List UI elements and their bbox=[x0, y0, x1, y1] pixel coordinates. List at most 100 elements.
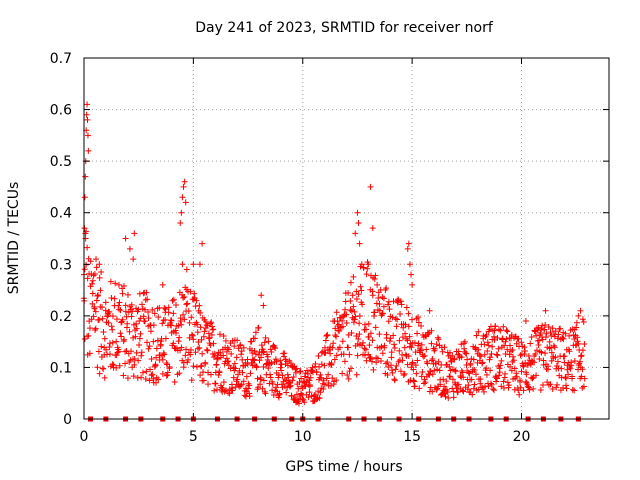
data-point bbox=[143, 368, 150, 375]
data-point bbox=[194, 329, 201, 336]
data-point bbox=[560, 384, 567, 391]
data-point bbox=[137, 330, 144, 337]
data-point bbox=[508, 331, 515, 338]
data-point bbox=[409, 359, 416, 366]
data-point bbox=[161, 305, 168, 312]
data-point bbox=[333, 352, 340, 359]
data-point bbox=[392, 366, 399, 373]
data-point bbox=[278, 367, 285, 374]
data-point bbox=[435, 336, 442, 343]
data-point bbox=[460, 388, 467, 395]
data-point bbox=[379, 310, 386, 317]
data-point bbox=[369, 337, 376, 344]
data-point bbox=[91, 271, 98, 278]
data-point bbox=[575, 340, 582, 347]
data-point bbox=[551, 344, 558, 351]
data-point bbox=[307, 374, 314, 381]
data-point bbox=[475, 386, 482, 393]
data-point bbox=[301, 399, 308, 406]
data-point bbox=[550, 342, 557, 349]
data-point bbox=[452, 368, 459, 375]
data-point bbox=[273, 358, 280, 365]
data-point bbox=[217, 349, 224, 356]
data-point bbox=[437, 381, 444, 388]
data-point bbox=[510, 357, 517, 364]
data-point bbox=[388, 354, 395, 361]
data-point bbox=[371, 276, 378, 282]
data-point bbox=[458, 354, 465, 361]
data-point-peak bbox=[116, 281, 122, 288]
data-point bbox=[192, 349, 199, 356]
grid-lines bbox=[84, 58, 609, 419]
data-point bbox=[418, 347, 425, 354]
data-point bbox=[256, 357, 263, 364]
data-point bbox=[113, 352, 120, 359]
data-point bbox=[96, 316, 103, 323]
data-point bbox=[137, 315, 144, 322]
data-point bbox=[154, 337, 161, 344]
data-point bbox=[378, 343, 385, 350]
data-point bbox=[421, 380, 428, 387]
data-point bbox=[110, 362, 117, 369]
data-point bbox=[396, 337, 403, 344]
data-point bbox=[356, 313, 363, 320]
data-point bbox=[366, 342, 373, 349]
data-point bbox=[535, 324, 542, 331]
data-point bbox=[323, 375, 330, 382]
data-point bbox=[327, 350, 334, 357]
data-point bbox=[248, 338, 255, 345]
data-point bbox=[210, 340, 217, 347]
data-point bbox=[127, 357, 134, 364]
data-point-peak bbox=[159, 281, 166, 288]
data-point bbox=[239, 356, 246, 363]
data-point bbox=[240, 344, 247, 351]
data-point-peak bbox=[369, 225, 376, 232]
data-point bbox=[540, 357, 547, 364]
data-point bbox=[515, 335, 522, 342]
data-point bbox=[352, 313, 359, 320]
tick-labels: 0 5 10 15 20 0 0.1 0.2 0.3 0.4 0.5 0.6 0.7 bbox=[50, 51, 531, 445]
data-point bbox=[552, 328, 559, 335]
data-point bbox=[374, 355, 381, 362]
data-point bbox=[336, 344, 343, 351]
data-point bbox=[253, 364, 260, 371]
data-point-peak bbox=[367, 183, 374, 190]
data-point bbox=[511, 365, 518, 372]
data-point bbox=[428, 327, 435, 334]
data-point bbox=[94, 364, 101, 371]
data-point bbox=[441, 390, 448, 397]
data-point bbox=[119, 290, 126, 297]
data-point bbox=[506, 351, 513, 358]
data-point bbox=[322, 337, 329, 344]
data-point bbox=[429, 371, 436, 378]
data-point bbox=[397, 368, 404, 375]
data-point bbox=[521, 344, 528, 351]
data-point-peak bbox=[258, 292, 265, 299]
data-point bbox=[559, 335, 566, 342]
data-point bbox=[477, 353, 484, 360]
data-point bbox=[465, 369, 472, 376]
data-point bbox=[483, 371, 490, 378]
data-point bbox=[317, 389, 324, 396]
data-point bbox=[109, 339, 116, 346]
data-point bbox=[326, 346, 333, 353]
data-point bbox=[181, 316, 188, 323]
data-point bbox=[336, 328, 343, 335]
data-point bbox=[348, 329, 355, 336]
data-point bbox=[490, 387, 497, 394]
data-point bbox=[438, 391, 445, 398]
data-point bbox=[361, 345, 368, 352]
data-point bbox=[185, 356, 192, 363]
data-point bbox=[170, 340, 177, 347]
data-point bbox=[182, 352, 189, 359]
data-point bbox=[170, 296, 177, 303]
data-point bbox=[408, 316, 415, 323]
data-point bbox=[439, 348, 446, 355]
data-point-peak bbox=[542, 307, 549, 314]
data-point bbox=[106, 308, 113, 315]
data-point bbox=[198, 336, 205, 343]
data-point bbox=[507, 363, 514, 370]
data-point bbox=[481, 351, 488, 358]
data-point bbox=[357, 283, 364, 290]
data-point bbox=[260, 348, 267, 355]
